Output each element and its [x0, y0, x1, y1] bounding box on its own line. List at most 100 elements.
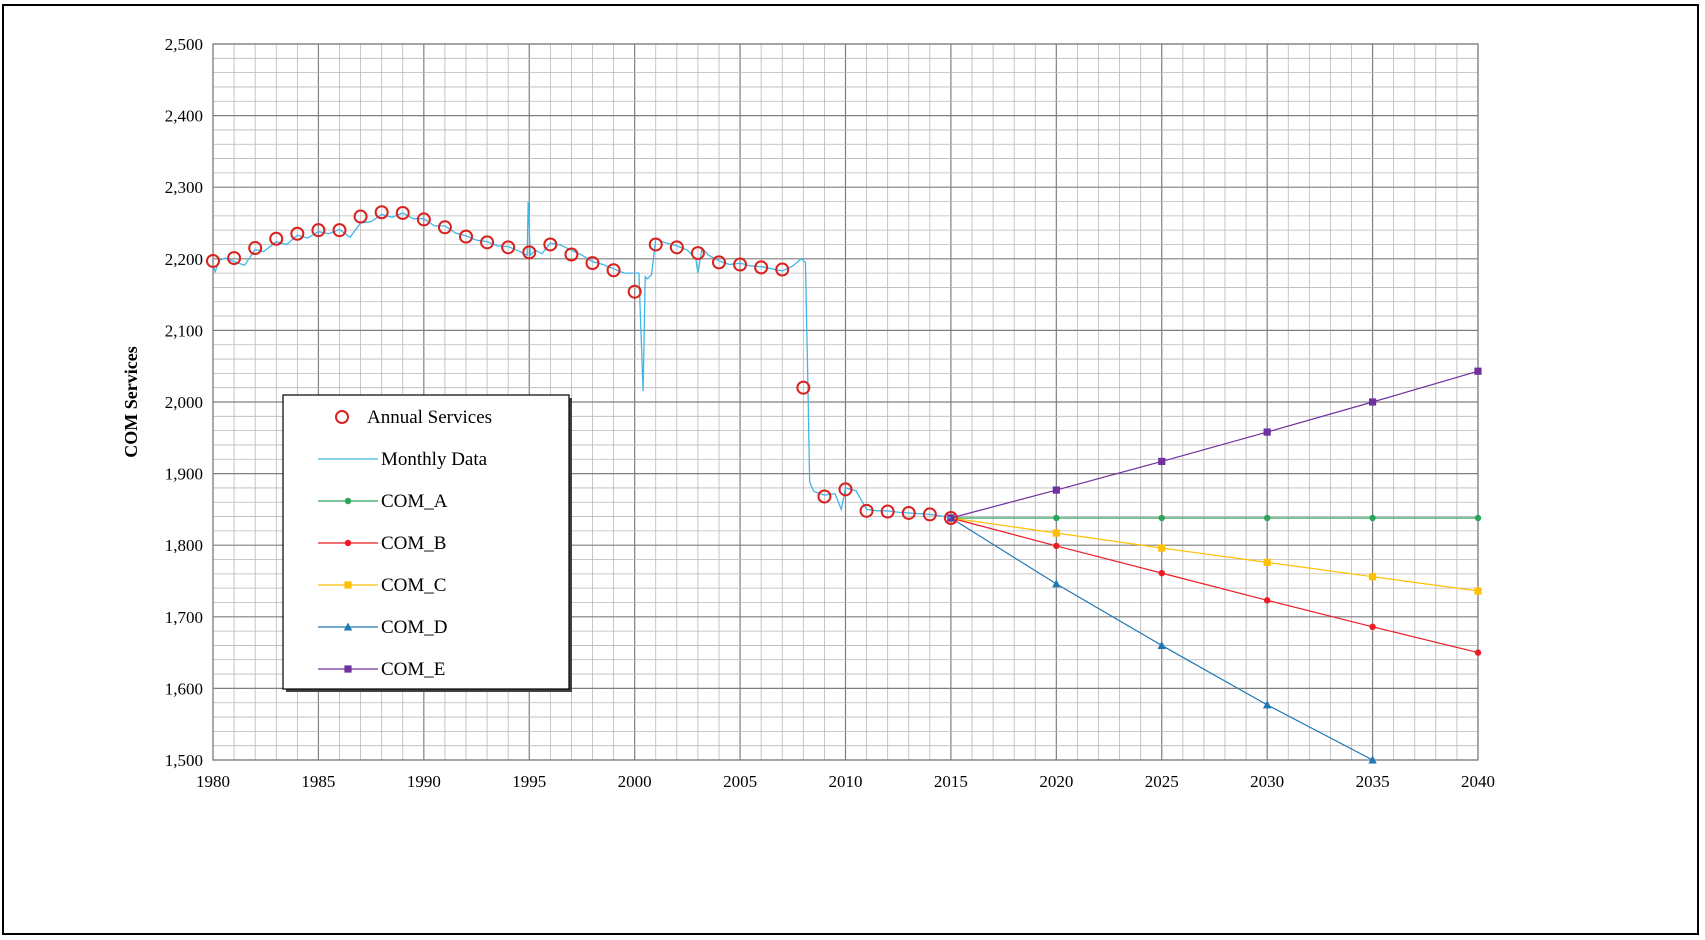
annual-services-point	[543, 237, 558, 252]
annual-services-point	[227, 251, 242, 266]
series-annual-services	[206, 205, 958, 525]
com-d-point	[1157, 640, 1166, 649]
legend: Annual Services Monthly Data COM_A COM_B COM…	[282, 394, 572, 692]
legend-marker	[335, 410, 349, 424]
legend-item-com-d: COM_D	[318, 617, 448, 638]
legend-label: Annual Services	[367, 407, 492, 428]
legend-item-annual-services: Annual Services	[335, 407, 492, 428]
y-tick-label: 2,300	[165, 178, 203, 197]
axes: 1980 1985 1990 1995 2000 2005 2010 2015 2020 2025…	[165, 35, 1495, 791]
series-com-a	[947, 514, 1482, 522]
x-tick-label: 1995	[512, 772, 546, 791]
com-c-point	[1368, 573, 1377, 581]
annual-services-point	[269, 231, 284, 246]
y-tick-label: 2,400	[165, 107, 203, 126]
com-e-point	[1474, 367, 1482, 375]
legend-marker	[344, 665, 352, 673]
annual-services-point	[248, 241, 263, 256]
annual-services-point	[606, 263, 621, 278]
annual-services-point	[690, 246, 705, 261]
legend-label: Monthly Data	[381, 449, 488, 470]
annual-services-point	[374, 205, 389, 220]
annual-services-point	[712, 255, 726, 270]
legend-box	[282, 394, 570, 690]
legend-label: COM_B	[381, 533, 446, 554]
com-c-point	[1158, 544, 1166, 552]
annual-services-point	[901, 505, 916, 520]
x-tick-label: 2015	[934, 772, 968, 791]
com-e-line	[950, 370, 1479, 519]
annual-services-point	[353, 209, 368, 224]
x-tick-label: 2035	[1356, 772, 1390, 791]
x-tick-label: 2010	[829, 772, 863, 791]
com-b-line	[950, 517, 1479, 654]
com-b-point	[1053, 542, 1060, 550]
annual-services-point	[943, 510, 958, 525]
legend-marker	[343, 622, 353, 631]
annual-services-point	[522, 245, 537, 260]
annual-services-point	[395, 205, 410, 220]
com-a-point	[1474, 514, 1482, 522]
annual-services-point	[733, 257, 748, 272]
annual-services-point	[206, 253, 220, 268]
annual-services-point	[648, 237, 663, 252]
annual-services-point	[859, 503, 874, 518]
annual-services-point	[838, 482, 853, 497]
y-tick-label: 1,700	[165, 608, 203, 627]
legend-item-com-b: COM_B	[318, 533, 446, 554]
y-tick-label: 2,200	[165, 250, 203, 269]
annual-services-point	[564, 247, 579, 262]
com-c-point	[1263, 558, 1271, 566]
x-tick-label: 2005	[723, 772, 757, 791]
plot-area	[206, 201, 1482, 764]
annual-services-point	[627, 284, 642, 299]
com-d-point	[1262, 700, 1272, 709]
legend-marker	[344, 497, 352, 505]
plot-border	[212, 43, 1479, 761]
legend-marker	[344, 581, 352, 589]
legend-marker	[344, 539, 352, 547]
annual-services-point	[922, 507, 937, 522]
com-c-point	[1052, 529, 1060, 537]
y-tick-label: 2,000	[165, 393, 203, 412]
com-b-point	[1158, 569, 1165, 577]
y-tick-label: 1,500	[165, 751, 203, 770]
annual-services-point	[669, 240, 684, 255]
x-tick-label: 2000	[618, 772, 652, 791]
com-a-point	[1369, 514, 1376, 522]
y-tick-label: 1,800	[165, 536, 203, 555]
annual-services-point	[480, 235, 495, 250]
com-a-point	[1053, 514, 1060, 522]
legend-label: COM_D	[381, 617, 448, 638]
annual-services-point	[796, 380, 811, 395]
com-e-point	[1263, 428, 1271, 436]
com-b-point	[1369, 623, 1376, 631]
annual-services-point	[437, 220, 452, 235]
com-b-point	[1474, 649, 1482, 656]
com-b-point	[1263, 597, 1271, 604]
x-tick-label: 2040	[1461, 772, 1495, 791]
annual-services-point	[290, 226, 305, 241]
legend-item-com-e: COM_E	[318, 659, 445, 680]
x-tick-label: 2030	[1250, 772, 1284, 791]
com-a-point	[1158, 514, 1165, 522]
annual-services-point	[311, 223, 326, 238]
com-d-point	[1052, 579, 1061, 588]
series-com-b	[947, 514, 1482, 656]
series-com-c	[947, 514, 1482, 595]
com-e-point	[1158, 457, 1166, 466]
com-c-point	[1474, 587, 1482, 595]
com-c-line	[950, 517, 1479, 592]
y-tick-label: 2,500	[165, 35, 203, 54]
legend-label: COM_E	[381, 659, 445, 680]
legend-label: COM_C	[381, 575, 446, 596]
annual-services-point	[817, 489, 832, 504]
x-tick-label: 1990	[407, 772, 441, 791]
annual-services-point	[775, 262, 790, 277]
legend-item-monthly-data: Monthly Data	[318, 449, 488, 470]
com-e-point	[1052, 486, 1060, 494]
legend-item-com-a: COM_A	[318, 491, 448, 512]
annual-services-point	[501, 240, 516, 255]
x-tick-label: 1985	[301, 772, 335, 791]
